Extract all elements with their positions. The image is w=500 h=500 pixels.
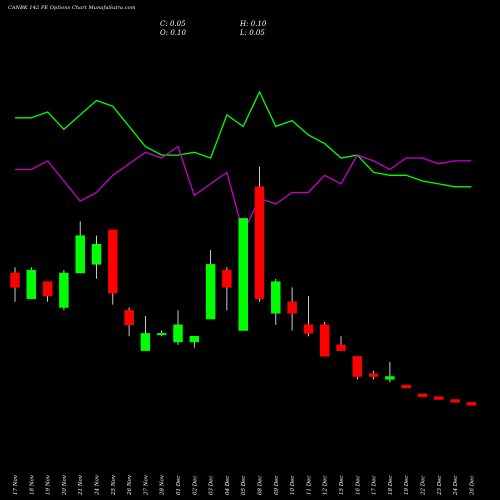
candle [434, 396, 444, 400]
candle [124, 307, 134, 337]
candle-body [238, 218, 248, 331]
x-tick-label: 02 Dec [192, 476, 198, 496]
x-tick-label: 17 Nov [13, 474, 19, 495]
candle [91, 235, 102, 279]
x-tick-label: 04 Dec [225, 476, 231, 496]
x-tick-label: 27 Nov [143, 474, 149, 496]
candle-body [303, 324, 314, 334]
open-value: O: 0.10 [160, 29, 186, 37]
x-tick-label: 19 Dec [404, 476, 410, 496]
candle-body [466, 402, 477, 406]
candle-body [189, 336, 200, 343]
candle-body [271, 281, 281, 314]
x-tick-label: 03 Dec [209, 476, 215, 496]
x-tick-label: 19 Nov [46, 474, 52, 495]
candle-body [108, 229, 118, 294]
x-tick-label: 18 Nov [29, 474, 35, 495]
candle-body [401, 384, 411, 389]
candle-body [287, 301, 297, 314]
candle [287, 287, 297, 331]
candle [222, 267, 232, 311]
candle [189, 336, 200, 348]
x-tick-label: 12 Dec [323, 476, 329, 496]
x-tick-label: 23 Dec [437, 476, 443, 497]
candle [385, 362, 395, 383]
candle [352, 356, 363, 380]
candle-body [417, 393, 428, 397]
x-tick-label: 26 Nov [127, 474, 133, 496]
candle-body [368, 373, 379, 377]
indicator-line-1 [15, 90, 472, 188]
low-value: L: 0.05 [240, 29, 265, 37]
candle [205, 250, 216, 320]
candle-body [91, 244, 102, 265]
x-tick-label: 25 Nov [111, 474, 117, 496]
chart-title: CANBK 142 PE Options Chart MunafaSutra.c… [8, 5, 136, 11]
x-tick-label: 26 Dec [469, 476, 475, 497]
candle-body [124, 310, 134, 325]
x-tick-label: 24 Dec [453, 476, 459, 497]
candle-body [450, 399, 460, 403]
close-value: C: 0.05 [160, 20, 186, 28]
candle [401, 384, 411, 389]
candle [108, 229, 118, 305]
x-tick-label: 08 Dec [258, 476, 264, 496]
candle [417, 393, 428, 397]
x-tick-label: 18 Dec [388, 476, 394, 496]
indicator-lines [15, 90, 472, 235]
candle [140, 316, 151, 351]
x-tick-label: 01 Dec [176, 476, 182, 496]
candle-body [205, 264, 216, 320]
x-tick-label: 11 Dec [306, 476, 312, 496]
candle [238, 218, 248, 331]
candle [254, 166, 265, 302]
x-tick-label: 21 Nov [78, 474, 84, 496]
candle-body [42, 281, 53, 297]
candle-body [156, 333, 167, 336]
candle-body [336, 344, 346, 351]
x-tick-label: 24 Nov [95, 474, 101, 496]
x-tick-label: 28 Nov [160, 474, 166, 496]
candle [450, 399, 460, 403]
x-tick-label: 05 Dec [241, 476, 247, 496]
candle-body [59, 272, 69, 308]
candle [319, 321, 330, 357]
candle-body [434, 396, 444, 400]
candle [303, 296, 314, 337]
x-tick-label: 10 Dec [290, 476, 296, 496]
x-tick-label: 17 Dec [372, 476, 378, 496]
candle-body [222, 269, 232, 288]
candle [42, 281, 53, 302]
candle [466, 402, 477, 406]
x-tick-label: 16 Dec [355, 476, 361, 496]
candle-body [385, 376, 395, 380]
candle [75, 221, 85, 274]
candle [26, 267, 37, 300]
candle [59, 270, 69, 311]
x-tick-label: 09 Dec [274, 476, 280, 496]
candle-body [75, 235, 85, 274]
x-tick-label: 20 Nov [62, 474, 68, 496]
candle [10, 267, 20, 302]
candle-body [10, 272, 20, 288]
candle [156, 330, 167, 337]
x-tick-label: 15 Dec [339, 476, 345, 496]
high-value: H: 0.10 [240, 20, 267, 28]
candle [368, 370, 379, 380]
candle-body [352, 356, 363, 377]
candle-body [319, 324, 330, 357]
candle-body [140, 333, 151, 351]
candles [10, 166, 477, 406]
candle-body [254, 186, 265, 300]
candle [271, 278, 281, 325]
candle [336, 336, 346, 351]
x-tick-label: 22 Dec [421, 476, 427, 497]
candle [173, 310, 183, 345]
candle-body [173, 324, 183, 343]
x-axis-labels: 17 Nov 18 Nov 19 Nov 20 Nov 21 Nov 24 Nov 25 N… [13, 474, 475, 496]
candle-body [26, 269, 37, 300]
